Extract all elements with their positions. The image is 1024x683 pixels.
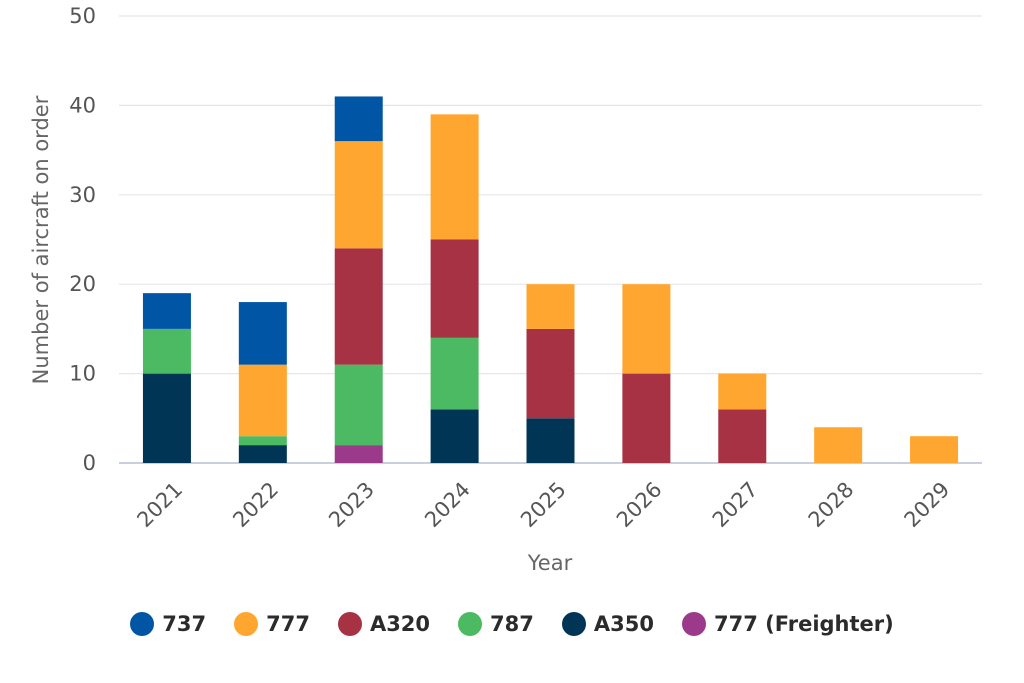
legend-swatch xyxy=(561,612,586,636)
x-tick-label: 2027 xyxy=(708,477,763,532)
bar-segment xyxy=(430,409,479,463)
legend-swatch xyxy=(681,612,706,636)
y-tick-label: 50 xyxy=(69,4,96,28)
bar-segment xyxy=(334,96,383,142)
bar-segment xyxy=(430,239,479,338)
legend-item: 737 xyxy=(130,612,206,636)
x-tick-labels: 2021 2022 2023 2024 2025 2026 2027 2028 2029 xyxy=(132,477,954,532)
bar-segment xyxy=(526,418,575,463)
bars xyxy=(142,96,959,463)
x-tick-label: 2026 xyxy=(612,477,667,532)
bar-segment xyxy=(526,328,575,419)
legend-swatch xyxy=(337,612,362,636)
legend-label: A320 xyxy=(369,612,431,636)
bar-segment xyxy=(622,373,671,463)
y-tick-label: 40 xyxy=(69,93,96,117)
bar-segment xyxy=(334,248,383,365)
y-tick-label: 30 xyxy=(69,183,96,207)
chart: 0 10 20 30 40 50 2021 2022 2023 2024 2025 2026 2027… xyxy=(29,4,982,575)
bar-segment xyxy=(142,373,191,463)
legend-item: 787 xyxy=(458,612,534,636)
legend-swatch xyxy=(130,612,155,636)
y-tick-label: 0 xyxy=(83,451,96,475)
legend-label: 787 xyxy=(490,612,534,636)
bar-segment xyxy=(718,409,767,463)
x-tick-label: 2023 xyxy=(324,477,379,532)
legend-item: A320 xyxy=(337,612,431,636)
bar-segment xyxy=(334,141,383,249)
legend-item: 777 (Freighter) xyxy=(681,612,894,636)
bar-segment xyxy=(430,337,479,410)
bar-segment xyxy=(622,284,671,374)
bar-segment xyxy=(142,293,191,329)
legend-label: 777 xyxy=(266,612,310,636)
x-tick-label: 2022 xyxy=(228,477,283,532)
x-tick-label: 2024 xyxy=(420,477,475,532)
bar-segment xyxy=(334,364,383,446)
bar-segment xyxy=(910,436,959,463)
legend-label: 777 (Freighter) xyxy=(713,612,894,636)
bar-segment xyxy=(430,114,479,240)
bar-segment xyxy=(238,436,287,446)
bar-segment xyxy=(238,445,287,463)
bar-segment xyxy=(814,427,863,463)
legend-label: A350 xyxy=(593,612,654,636)
bar-segment xyxy=(334,445,383,463)
bar-segment xyxy=(238,364,287,437)
legend-swatch xyxy=(234,612,259,636)
legend-swatch xyxy=(458,612,483,636)
legend-item: A350 xyxy=(561,612,654,636)
legend-label: 737 xyxy=(162,612,207,636)
bar-segment xyxy=(718,373,767,410)
y-tick-labels: 0 10 20 30 40 50 xyxy=(69,4,96,475)
x-tick-label: 2025 xyxy=(516,477,571,532)
legend: 737 777 A320 787 A350 777 (Freighter) xyxy=(0,612,1024,636)
x-tick-label: 2021 xyxy=(132,477,187,532)
y-tick-label: 20 xyxy=(69,272,96,296)
bar-segment xyxy=(526,284,575,329)
legend-item: 777 xyxy=(234,612,310,636)
x-tick-label: 2028 xyxy=(804,477,859,532)
y-axis-title: Number of aircraft on order xyxy=(29,95,53,384)
y-tick-label: 10 xyxy=(69,362,96,386)
bar-segment xyxy=(142,328,191,374)
x-axis-title: Year xyxy=(527,551,573,575)
x-tick-label: 2029 xyxy=(900,477,955,532)
bar-segment xyxy=(238,302,287,365)
